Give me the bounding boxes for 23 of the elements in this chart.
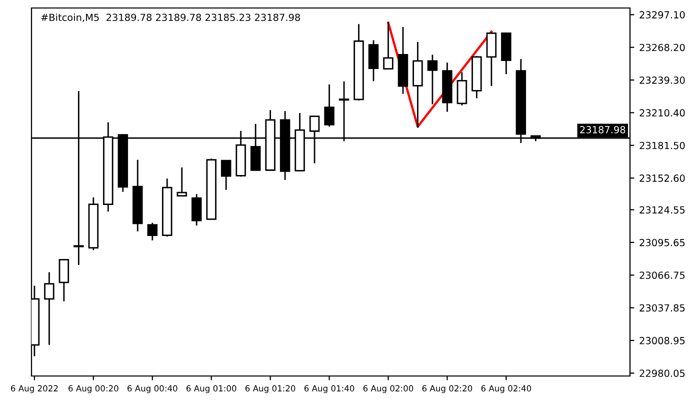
x-tick-label: 6 Aug 00:40 [128,385,178,394]
y-tick-label: 23008.95 [640,336,685,344]
y-tick-label: 23095.65 [640,238,685,246]
y-tick-label: 23268.20 [640,44,685,52]
y-tick-label: 23066.75 [640,272,685,279]
x-tick-label: 6 Aug 02:40 [481,385,532,394]
y-tick-label: 23210.40 [640,109,685,117]
y-tick-label: 23037.85 [640,304,685,312]
x-tick-label: 6 Aug 01:20 [245,385,296,394]
x-tick-label: 6 Aug 02:00 [363,385,414,394]
x-tick-label: 6 Aug 01:00 [186,385,236,394]
y-tick-label: 22980.05 [640,370,685,377]
x-tick-label: 6 Aug 00:20 [68,385,118,394]
y-tick-label: 23181.50 [640,142,685,150]
y-tick-label: 23124.55 [640,206,685,214]
text: #Bitcoin,M5 23189.78 23189.78 23185.23 23187.98 [41,14,300,22]
x-tick-label: 6 Aug 02:20 [422,385,472,394]
y-tick-label: 23297.10 [640,11,685,18]
x-tick-label: 6 Aug 01:40 [304,385,354,394]
y-tick-label: 23152.60 [640,174,685,182]
x-tick-label: 6 Aug 2022 [10,385,58,394]
ref-line-label: 23187.98 [580,126,626,134]
y-tick-label: 23239.30 [640,76,685,84]
